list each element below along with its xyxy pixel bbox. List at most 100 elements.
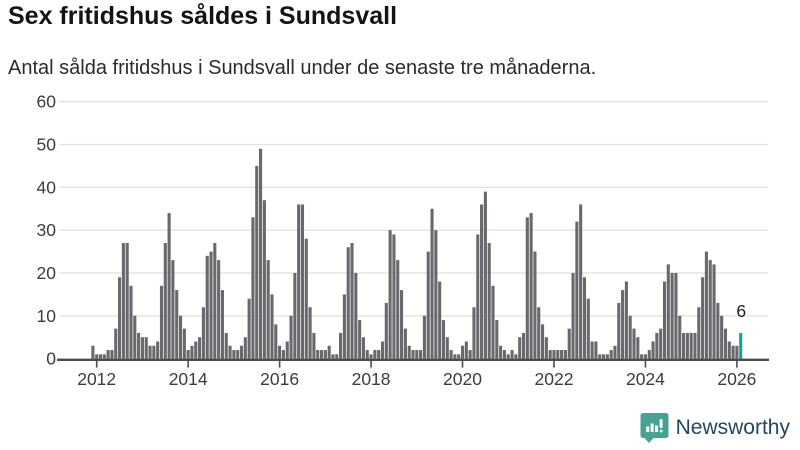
bar [601,354,606,359]
bar [682,332,686,359]
bar [438,281,442,359]
bar [723,328,728,359]
bar [609,350,613,359]
bar [449,350,453,359]
bar [544,337,548,359]
bar [270,294,274,359]
bar [567,328,571,359]
bar [552,350,556,359]
bar [380,341,385,359]
bar [430,208,434,359]
bar [529,213,533,359]
bar [502,350,506,359]
bar [312,332,316,359]
bar [194,341,198,359]
bar [140,337,144,359]
bar [651,341,655,359]
bar [499,345,503,359]
bar [224,332,228,359]
bar [670,272,674,359]
bar [118,277,122,359]
bar [617,302,621,359]
bar [636,337,640,359]
x-axis-tick-label: 2026 [717,369,756,389]
bar [720,315,724,359]
bar [453,354,457,359]
bar [655,332,659,359]
bar [678,315,682,359]
bar [708,260,712,359]
x-axis-tick-label: 2022 [535,369,574,389]
bar [346,247,350,359]
y-axis-tick-label: 60 [37,92,57,112]
bar [114,328,118,359]
x-axis-tick-label: 2012 [77,369,116,389]
bar [510,350,514,359]
bar [102,354,106,359]
bar [735,345,739,359]
bar [201,307,205,359]
bar [579,204,583,359]
bar [624,281,628,359]
bar [628,315,632,359]
bar [480,204,484,359]
bar [182,328,186,359]
bar [228,345,232,359]
bar [426,251,430,359]
bar [560,350,564,359]
bar [392,234,396,359]
bar [472,307,476,359]
bar [125,242,129,359]
bar [537,307,541,359]
x-axis-tick-label: 2014 [169,369,208,389]
bar [300,204,305,359]
bar [190,345,194,359]
logo-exclamation [659,419,663,428]
bar [354,272,358,359]
bar [262,200,266,359]
bar [319,350,324,359]
bar [731,345,735,359]
bar [220,290,224,359]
bar [575,221,579,359]
bar [259,148,263,359]
bar [152,345,156,359]
newsworthy-logo-icon [640,413,669,443]
bar [129,285,133,359]
bar [640,354,644,359]
bar [236,350,240,359]
highlight-bar [739,332,743,359]
bar [243,337,247,359]
x-axis-tick-label: 2016 [260,369,299,389]
bar [209,251,213,359]
bar [281,350,285,359]
bar [327,345,331,359]
bar [339,332,343,359]
bar [133,315,137,359]
y-axis-tick-label: 40 [37,177,57,197]
bar [712,264,716,359]
y-axis-tick-label: 50 [37,135,57,155]
bar [331,354,335,359]
bar [91,345,95,359]
highlight-value-label: 6 [736,301,746,321]
bar [457,354,461,359]
bar [239,345,244,359]
bar [297,204,301,359]
bar [144,337,148,359]
logo-bar [654,425,658,432]
bar [175,290,179,359]
brand-footer: Newsworthy [640,412,790,443]
x-axis-line [57,358,769,361]
bar [521,332,526,359]
page-title: Sex fritidshus såldes i Sundsvall [8,2,398,30]
bar [697,307,701,359]
bar [110,350,114,359]
bar [582,277,587,359]
bar [95,354,99,359]
logo-bubble [640,413,669,443]
bar [716,302,720,359]
bar-chart: 0 10 20 30 40 50 60 2012 2014 2016 2018 2020 2022 202… [37,92,769,389]
bar [571,272,575,359]
bar [491,285,495,359]
